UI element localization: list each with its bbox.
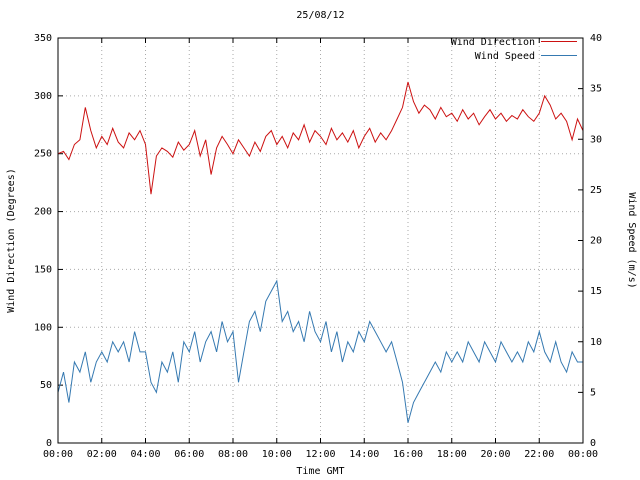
grid-lines — [57, 37, 584, 444]
tick-labels: 00:00 02:00 04:00 06:00 08:00 10:00 12:00 14:00… — [34, 33, 602, 460]
legend-label-wind-direction: Wind Direction — [451, 37, 535, 48]
x-tick-label: 14:00 — [349, 449, 379, 460]
y-right-tick-label: 40 — [590, 33, 602, 44]
y-right-tick-label: 20 — [590, 236, 602, 247]
x-tick-label: 22:00 — [524, 449, 554, 460]
y-left-tick-label: 350 — [34, 33, 52, 44]
x-tick-label: 06:00 — [174, 449, 204, 460]
y-left-axis-label: Wind Direction (Degrees) — [6, 168, 17, 313]
x-tick-label: 00:00 — [43, 449, 73, 460]
y-right-axis-label: Wind Speed (m/s) — [626, 192, 637, 288]
x-tick-label: 02:00 — [87, 449, 117, 460]
y-right-tick-label: 25 — [590, 185, 602, 196]
x-tick-label: 16:00 — [393, 449, 423, 460]
x-tick-label: 12:00 — [305, 449, 335, 460]
y-left-tick-label: 250 — [34, 149, 52, 160]
series-line-wind-direction — [57, 81, 584, 195]
x-tick-label: 18:00 — [437, 449, 467, 460]
y-right-tick-label: 35 — [590, 84, 602, 95]
x-tick-label: 00:00 — [568, 449, 598, 460]
y-right-tick-label: 10 — [590, 337, 602, 348]
legend: Wind Direction Wind Speed — [451, 37, 577, 62]
legend-label-wind-speed: Wind Speed — [475, 51, 535, 62]
y-left-tick-label: 50 — [40, 380, 52, 391]
x-tick-label: 04:00 — [130, 449, 160, 460]
plot-border — [57, 37, 584, 444]
y-right-tick-label: 15 — [590, 286, 602, 297]
y-left-tick-label: 100 — [34, 322, 52, 333]
y-left-tick-label: 200 — [34, 207, 52, 218]
x-axis-label: Time GMT — [296, 466, 344, 477]
x-tick-label: 08:00 — [218, 449, 248, 460]
series-line-wind-speed — [57, 279, 583, 423]
y-right-tick-label: 0 — [590, 438, 596, 449]
y-right-tick-label: 5 — [590, 387, 596, 398]
y-left-tick-label: 150 — [34, 264, 52, 275]
y-left-tick-label: 0 — [46, 438, 52, 449]
y-right-tick-label: 30 — [590, 134, 602, 145]
x-tick-label: 10:00 — [262, 449, 292, 460]
chart-title: 25/08/12 — [296, 10, 344, 21]
y-left-tick-label: 300 — [34, 91, 52, 102]
x-tick-label: 20:00 — [480, 449, 510, 460]
